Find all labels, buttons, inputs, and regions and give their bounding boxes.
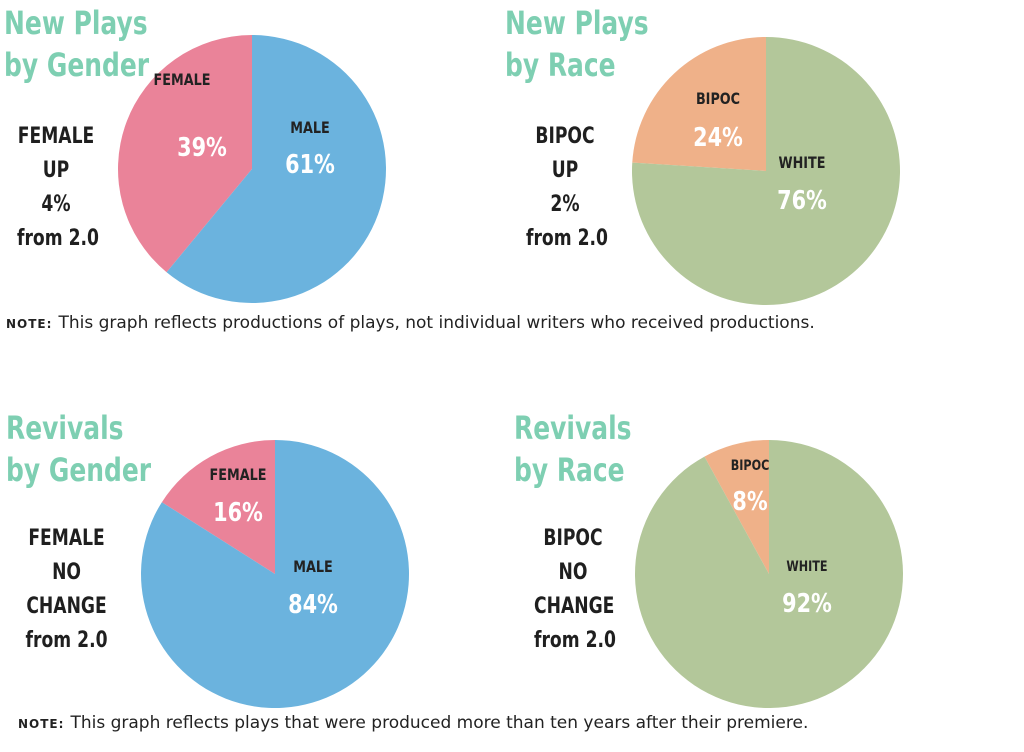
- slice-value-label: 76%: [777, 185, 827, 216]
- change-note-line: 4%: [41, 192, 71, 217]
- slice-category-label: WHITE: [778, 155, 825, 173]
- change-note-line: from 2.0: [17, 226, 99, 251]
- slice-category-label: FEMALE: [154, 72, 211, 90]
- slice-value-label: 61%: [285, 149, 335, 180]
- note-revivals: NOTE: This graph reflects plays that were…: [18, 713, 808, 733]
- change-note-line: NO: [52, 560, 82, 585]
- slice-category-label: FEMALE: [210, 467, 267, 485]
- panel-title-new-plays-race: New Plays by Race: [505, 2, 649, 86]
- pie-slice-male: [141, 440, 410, 708]
- pie-slice-white: [632, 37, 900, 305]
- slice-value-label: 16%: [213, 497, 263, 528]
- slice-category-label: BIPOC: [731, 457, 770, 474]
- pie-slice-white: [635, 440, 903, 708]
- change-note-new-plays-gender: FEMALE UP 4% from 2.0: [17, 120, 99, 256]
- change-note-line: BIPOC: [543, 526, 603, 551]
- change-note-line: BIPOC: [535, 124, 595, 149]
- panel-title-new-plays-gender: New Plays by Gender: [4, 2, 149, 86]
- slice-value-label: 8%: [732, 486, 767, 517]
- change-note-line: CHANGE: [26, 594, 107, 619]
- panel-title-line2: by Race: [505, 46, 616, 84]
- note-tag: NOTE:: [18, 717, 65, 731]
- panel-title-line2: by Gender: [4, 46, 150, 84]
- change-note-line: CHANGE: [534, 594, 615, 619]
- change-note-line: FEMALE: [17, 124, 95, 149]
- pie-slice-male: [166, 35, 387, 303]
- pie-chart-new-plays-gender: FEMALE 39% MALE 61%: [118, 35, 387, 303]
- panel-title-line1: Revivals: [514, 409, 632, 447]
- change-note-line: from 2.0: [25, 628, 108, 653]
- change-note-line: from 2.0: [526, 226, 608, 251]
- slice-value-label: 92%: [782, 588, 832, 619]
- pie-chart-new-plays-race: BIPOC 24% WHITE 76%: [632, 37, 900, 305]
- slice-category-label: WHITE: [786, 558, 827, 575]
- panel-title-line1: Revivals: [6, 409, 124, 447]
- note-new-plays: NOTE: This graph reflects productions of …: [6, 313, 815, 333]
- panel-title-revivals-gender: Revivals by Gender: [6, 407, 151, 491]
- change-note-line: UP: [42, 158, 70, 183]
- slice-value-label: 24%: [693, 122, 743, 153]
- slice-category-label: BIPOC: [696, 91, 740, 109]
- change-note-new-plays-race: BIPOC UP 2% from 2.0: [526, 120, 608, 256]
- panel-title-revivals-race: Revivals by Race: [514, 407, 631, 491]
- pie-slice-female: [161, 440, 275, 574]
- pie-slice-bipoc: [704, 440, 769, 574]
- panel-title-line2: by Race: [514, 451, 625, 489]
- slice-category-label: MALE: [290, 120, 329, 138]
- slice-value-label: 39%: [177, 132, 227, 163]
- panel-title-line1: New Plays: [505, 4, 649, 42]
- panel-title-line1: New Plays: [4, 4, 148, 42]
- change-note-line: from 2.0: [534, 628, 616, 653]
- slice-value-label: 84%: [288, 589, 338, 620]
- note-tag: NOTE:: [6, 317, 53, 331]
- note-text: This graph reflects productions of plays…: [58, 313, 815, 333]
- panel-title-line2: by Gender: [6, 451, 152, 489]
- pie-chart-revivals-gender: FEMALE 16% MALE 84%: [141, 440, 410, 708]
- change-note-revivals-race: BIPOC NO CHANGE from 2.0: [534, 522, 616, 658]
- change-note-line: 2%: [550, 192, 580, 217]
- pie-slice-bipoc: [632, 37, 766, 171]
- pie-chart-revivals-race: BIPOC 8% WHITE 92%: [635, 440, 903, 708]
- change-note-line: NO: [558, 560, 588, 585]
- pie-slice-female: [118, 35, 252, 273]
- change-note-line: UP: [551, 158, 579, 183]
- slice-category-label: MALE: [293, 559, 332, 577]
- change-note-line: FEMALE: [28, 526, 105, 551]
- note-text: This graph reflects plays that were prod…: [70, 713, 809, 733]
- change-note-revivals-gender: FEMALE NO CHANGE from 2.0: [26, 522, 108, 658]
